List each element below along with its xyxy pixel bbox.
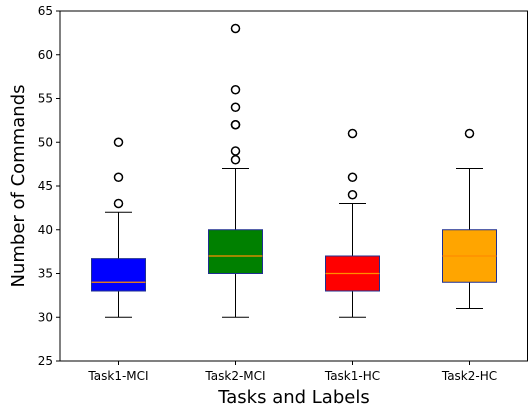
x-tick-label: Task1-MCI bbox=[87, 369, 148, 383]
box-task2-mci bbox=[208, 23, 263, 318]
outlier-point bbox=[230, 85, 241, 95]
box-iqr bbox=[208, 229, 263, 274]
outlier-point bbox=[113, 172, 124, 182]
box-iqr bbox=[91, 258, 146, 292]
box-task1-hc bbox=[325, 128, 380, 318]
y-tick-label: 40 bbox=[38, 223, 53, 237]
x-tick-label: Task2-HC bbox=[441, 369, 497, 383]
outlier-point bbox=[464, 128, 475, 139]
y-tick-label: 65 bbox=[38, 4, 53, 18]
outlier-point bbox=[347, 172, 358, 182]
outlier-point bbox=[230, 23, 241, 34]
outlier-point bbox=[347, 190, 358, 200]
x-axis-label: Tasks and Labels bbox=[217, 387, 369, 408]
y-tick-label: 25 bbox=[38, 354, 53, 368]
y-tick-label: 45 bbox=[38, 179, 53, 193]
plot-area: 25 30 35 40 45 50 55 60 65 Task1-MCI Task2-MCI Task… bbox=[38, 4, 528, 383]
y-tick-label: 50 bbox=[38, 135, 53, 149]
box-task2-hc bbox=[442, 128, 497, 309]
x-tick-label: Task1-HC bbox=[324, 369, 380, 383]
y-tick-label: 30 bbox=[38, 310, 53, 324]
outlier-point bbox=[113, 198, 124, 209]
x-tick-label: Task2-MCI bbox=[204, 369, 265, 383]
outlier-point bbox=[230, 120, 241, 130]
y-tick-label: 55 bbox=[38, 92, 53, 106]
box-task1-mci bbox=[91, 137, 146, 318]
outlier-point bbox=[230, 146, 241, 156]
outlier-point bbox=[230, 102, 241, 112]
outlier-point bbox=[113, 137, 124, 147]
y-tick-label: 35 bbox=[38, 267, 53, 281]
outlier-point bbox=[230, 155, 241, 165]
y-tick-label: 60 bbox=[38, 48, 53, 62]
y-axis-label: Number of Commands bbox=[8, 85, 29, 288]
outlier-point bbox=[347, 128, 358, 139]
